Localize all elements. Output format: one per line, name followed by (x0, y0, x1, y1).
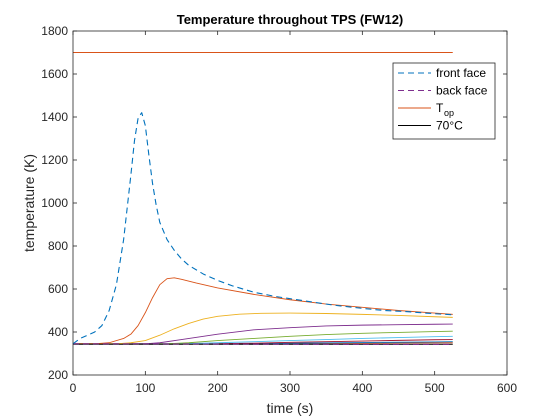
legend-label-top: T (436, 101, 444, 115)
legend-label-back: back face (436, 84, 488, 98)
x-tick-label: 0 (70, 381, 77, 395)
x-tick-label: 500 (425, 381, 445, 395)
y-tick-label: 600 (48, 282, 68, 296)
legend-label-limit70: 70°C (436, 119, 463, 133)
y-tick-label: 400 (48, 325, 68, 339)
series-line-front (72, 112, 453, 345)
x-tick-label: 300 (280, 381, 300, 395)
chart-title: Temperature throughout TPS (FW12) (177, 12, 404, 27)
x-tick-label: 400 (352, 381, 372, 395)
series-line-back (73, 343, 453, 346)
series-line-layer3 (73, 323, 453, 345)
y-tick-label: 1800 (41, 24, 68, 38)
series-layer (72, 52, 453, 346)
legend-box (392, 62, 496, 140)
series-line-layer5 (73, 335, 453, 345)
y-tick-label: 1400 (41, 110, 68, 124)
series-line-layer2 (73, 312, 453, 345)
series-line-layer6 (73, 339, 453, 345)
x-tick-label: 200 (208, 381, 228, 395)
x-tick-label: 600 (497, 381, 517, 395)
y-tick-label: 1200 (41, 153, 68, 167)
x-tick-label: 100 (135, 381, 155, 395)
series-line-layer1 (73, 277, 453, 345)
axes-layer: 0 100 200 300 400 500 600 200 400 600 800 1000 1200 1… (41, 24, 517, 395)
y-tick-label: 200 (48, 368, 68, 382)
legend-label-front: front face (436, 66, 486, 80)
y-axis-title: temperature (K) (21, 154, 37, 252)
legend-label-subscript: op (444, 108, 454, 118)
x-axis-title: time (s) (267, 400, 314, 416)
series-line-layer4 (73, 330, 453, 345)
y-tick-label: 800 (48, 239, 68, 253)
y-tick-label: 1000 (41, 196, 68, 210)
y-tick-label: 1600 (41, 67, 68, 81)
